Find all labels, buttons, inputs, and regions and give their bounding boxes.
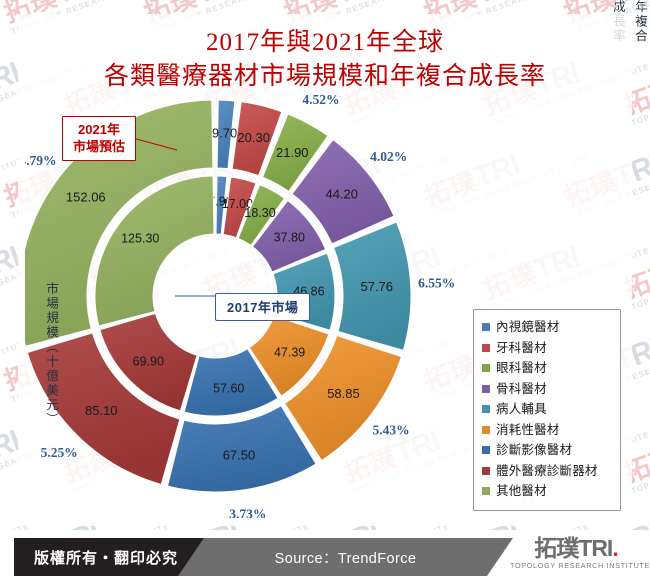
legend-item[interactable]: 牙科醫材 <box>482 338 614 359</box>
legend-label: 體外醫療診斷器材 <box>496 463 598 478</box>
legend-swatch <box>482 343 490 352</box>
donut-segment[interactable] <box>26 332 181 486</box>
callout-line-2: 市場預估 <box>73 139 126 154</box>
segment-value-label: 57.76 <box>360 279 393 294</box>
donut-segment[interactable] <box>99 312 198 412</box>
legend-label: 內視鏡醫材 <box>496 320 560 334</box>
tri-logo-dot: . <box>612 535 618 561</box>
legend-item[interactable]: 病人輔具 <box>482 399 614 420</box>
legend-item[interactable]: 診斷影像醫材 <box>482 440 614 461</box>
segment-value-label: 57.60 <box>213 381 244 395</box>
segment-value-label: 152.06 <box>66 190 106 205</box>
legend-item[interactable]: 骨科醫材 <box>482 379 614 400</box>
donut-segment[interactable] <box>222 176 257 239</box>
donut-segment[interactable] <box>261 113 329 193</box>
legend-item[interactable]: 體外醫療診斷器材 <box>482 461 614 482</box>
legend-swatch <box>482 425 490 434</box>
copyright-tag: 版權所有・翻印必究 <box>14 538 204 576</box>
legend-swatch <box>482 384 490 393</box>
segment-value-label: 58.85 <box>327 386 360 401</box>
donut-segment[interactable] <box>166 404 317 493</box>
segment-value-label: 20.30 <box>237 130 270 145</box>
legend-label: 骨科醫材 <box>496 381 547 396</box>
y-axis-label: 市場規模（十億美元） <box>44 282 59 427</box>
cagr-label: 6.55% <box>418 275 455 290</box>
donut-segment[interactable] <box>216 99 236 170</box>
legend-swatch <box>482 466 490 475</box>
cagr-label: 5.43% <box>372 422 409 437</box>
segment-value-label: 37.80 <box>274 231 305 245</box>
donut-segment[interactable] <box>251 199 327 273</box>
legend-item[interactable]: 內視鏡醫材 <box>482 317 614 338</box>
source-band: Source：TrendForce <box>178 538 513 576</box>
donut-segment[interactable] <box>248 315 330 397</box>
donut-segment[interactable] <box>231 101 283 177</box>
cagr-axis-col-1: 年複合 <box>633 0 647 44</box>
tri-logo-cjk: 拓璞 <box>534 535 579 561</box>
legend-item[interactable]: 眼科醫材 <box>482 358 614 379</box>
donut-segment[interactable] <box>283 334 403 462</box>
tri-logo-latin: TRI <box>578 535 613 561</box>
segment-value-label: 69.90 <box>133 355 164 369</box>
center-badge-2017: 2017年市場 <box>215 293 311 321</box>
copyright-text: 版權所有・翻印必究 <box>34 549 179 567</box>
title-line-1: 2017年與2021年全球 <box>205 29 444 56</box>
donut-segment[interactable] <box>183 348 279 417</box>
segment-value-label: 9.70 <box>212 126 237 141</box>
cagr-label: 4.52% <box>302 92 339 107</box>
segment-value-label: 47.39 <box>274 345 305 359</box>
cagr-label: 3.73% <box>229 507 266 518</box>
legend-item[interactable]: 其他醫材 <box>482 481 614 502</box>
legend-label: 眼科醫材 <box>496 361 547 375</box>
cagr-label: 4.79% <box>25 153 56 168</box>
donut-segment[interactable] <box>215 175 228 235</box>
legend-label: 其他醫材 <box>496 484 547 498</box>
legend-swatch <box>482 364 490 373</box>
legend: 內視鏡醫材牙科醫材眼科醫材骨科醫材病人輔具消耗性醫材診斷影像醫材體外醫療診斷器材… <box>473 309 621 511</box>
source-text: Source：TrendForce <box>274 550 417 567</box>
cagr-label: 5.25% <box>41 445 78 460</box>
tri-logo-subtitle: TOPOLOGY RESEARCH INSTITUTE <box>510 561 650 570</box>
legend-swatch <box>482 487 490 496</box>
legend-swatch <box>482 323 490 332</box>
segment-value-label: 7.90 <box>208 194 232 208</box>
tri-logo: 拓璞TRI. TOPOLOGY RESEARCH INSTITUTE <box>510 536 650 578</box>
legend-label: 病人輔具 <box>496 402 547 416</box>
segment-value-label: 21.90 <box>276 145 309 160</box>
legend-label: 牙科醫材 <box>496 340 547 355</box>
segment-value-label: 85.10 <box>85 403 118 418</box>
segment-value-label: 17.00 <box>222 197 253 211</box>
legend-label: 診斷影像醫材 <box>496 443 573 457</box>
legend-label: 消耗性醫材 <box>496 422 560 437</box>
legend-swatch <box>482 405 490 414</box>
legend-item[interactable]: 消耗性醫材 <box>482 420 614 441</box>
donut-segment[interactable] <box>25 99 214 347</box>
page-title: 2017年與2021年全球 各類醫療器材市場規模和年複合成長率 <box>0 26 650 94</box>
tri-logo-wordmark: 拓璞TRI. <box>510 536 642 561</box>
segment-value-label: 67.50 <box>223 448 256 463</box>
segment-value-label: 18.30 <box>244 206 275 220</box>
donut-segment[interactable] <box>94 175 215 327</box>
cagr-label: 4.02% <box>370 149 407 164</box>
segment-value-label: 125.30 <box>121 231 159 245</box>
legend-swatch <box>482 446 490 455</box>
segment-value-label: 44.20 <box>325 187 358 202</box>
donut-segment[interactable] <box>237 184 286 247</box>
callout-line-1: 2021年 <box>78 122 120 137</box>
donut-chart: 7.90 17.00 18.30 37.80 46.86 47.39 57.60 69.90 1… <box>25 88 455 518</box>
callout-2021: 2021年 市場預估 <box>62 116 137 161</box>
footer-bar: 版權所有・翻印必究 Source：TrendForce 拓璞TRI. TOPOL… <box>0 530 650 584</box>
donut-segment[interactable] <box>291 138 395 245</box>
title-line-2: 各類醫療器材市場規模和年複合成長率 <box>103 63 546 90</box>
donut-segment[interactable] <box>332 221 412 352</box>
